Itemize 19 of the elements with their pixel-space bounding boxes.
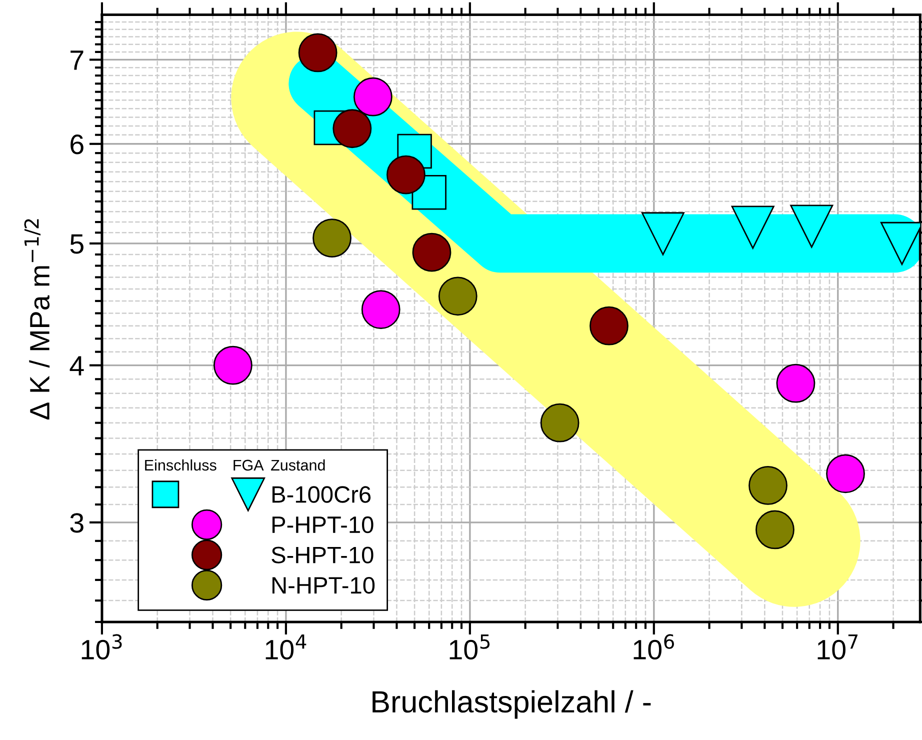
- x-tick-label: 10$^{6}$: [634, 634, 674, 660]
- y-tick-label: 6: [70, 134, 84, 154]
- y-tick-label: 5: [70, 234, 84, 254]
- x-tick-label: 10$^{5}$: [450, 634, 490, 660]
- y-tick-label: 3: [70, 513, 84, 533]
- legend-title: Zustand: [271, 459, 325, 471]
- x-tick-label: 10$^{7}$: [818, 634, 858, 660]
- x-tick-label: 10$^{4}$: [266, 634, 306, 660]
- annotation: FGA: [234, 460, 264, 471]
- legend-label: S-HPT-10: [272, 546, 374, 564]
- y-axis-title: Δ K / MPa m$^{−1/2}$: [24, 219, 50, 420]
- y-tick-label: 7: [70, 50, 84, 70]
- x-tick-label: 10$^{3}$: [82, 634, 122, 660]
- x-axis-title: Bruchlastspielzahl / -: [372, 690, 651, 719]
- y-tick-label: 4: [70, 356, 84, 376]
- legend-label: P-HPT-10: [272, 516, 374, 534]
- legend-label: B-100Cr6: [272, 486, 371, 503]
- annotation: Einschluss: [145, 459, 216, 471]
- legend-label: N-HPT-10: [272, 576, 375, 594]
